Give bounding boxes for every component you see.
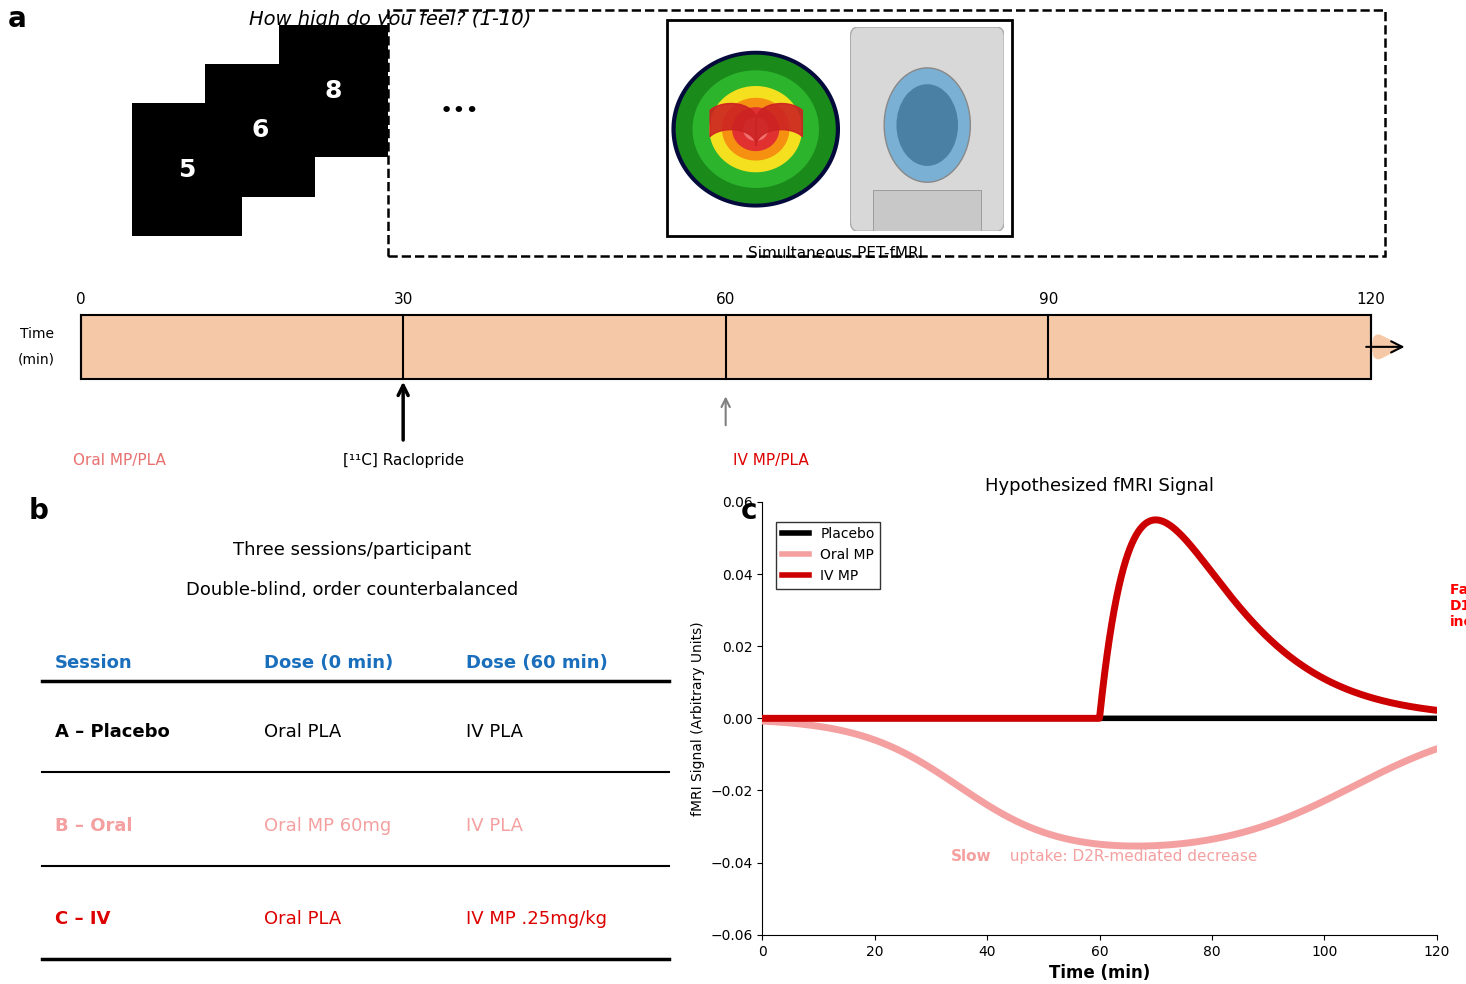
Text: uptake: D2R-mediated decrease: uptake: D2R-mediated decrease xyxy=(1006,849,1258,864)
Text: Double-blind, order counterbalanced: Double-blind, order counterbalanced xyxy=(186,581,517,598)
Text: 0: 0 xyxy=(76,292,85,307)
X-axis label: Time (min): Time (min) xyxy=(1048,964,1151,982)
Legend: Placebo, Oral MP, IV MP: Placebo, Oral MP, IV MP xyxy=(776,522,881,588)
Oral MP xyxy=(1409,750,1426,762)
Text: Simultaneous PET-fMRI: Simultaneous PET-fMRI xyxy=(748,246,924,261)
Placebo xyxy=(1409,712,1426,724)
IV MP xyxy=(1284,653,1302,665)
Oral MP xyxy=(1063,834,1080,846)
Bar xyxy=(81,315,1371,379)
Text: Oral PLA: Oral PLA xyxy=(264,910,342,928)
Text: Oral MP 60mg: Oral MP 60mg xyxy=(264,817,391,834)
Text: Three sessions/participant: Three sessions/participant xyxy=(233,541,471,559)
Text: Time: Time xyxy=(19,327,54,341)
Text: 60: 60 xyxy=(715,292,736,307)
Text: b: b xyxy=(28,497,48,524)
Placebo xyxy=(1082,712,1100,724)
Placebo xyxy=(754,712,771,724)
Text: IV PLA: IV PLA xyxy=(466,817,523,834)
Oral MP xyxy=(1127,840,1145,852)
Title: Hypothesized fMRI Signal: Hypothesized fMRI Signal xyxy=(985,476,1214,495)
Text: Fast uptake:
D1R-mediated
increase: Fast uptake: D1R-mediated increase xyxy=(1450,583,1466,629)
Bar xyxy=(667,20,1012,236)
Line: IV MP: IV MP xyxy=(762,520,1437,718)
Text: (min): (min) xyxy=(18,352,56,367)
Text: 8: 8 xyxy=(325,79,342,103)
IV MP xyxy=(754,712,771,724)
Text: How high do you feel? (1-10): How high do you feel? (1-10) xyxy=(249,10,532,29)
Text: 120: 120 xyxy=(1356,292,1385,307)
Oral MP xyxy=(787,717,805,729)
Text: Dose (60 min): Dose (60 min) xyxy=(466,654,608,672)
Placebo xyxy=(787,712,805,724)
Bar xyxy=(132,103,242,236)
Text: 6: 6 xyxy=(252,118,268,143)
IV MP xyxy=(1409,702,1426,713)
Line: Oral MP: Oral MP xyxy=(762,721,1437,846)
Text: 5: 5 xyxy=(179,157,195,182)
Text: [¹¹C] Raclopride: [¹¹C] Raclopride xyxy=(343,453,463,467)
Text: 30: 30 xyxy=(393,292,413,307)
Text: A – Placebo: A – Placebo xyxy=(56,723,170,741)
Placebo xyxy=(1428,712,1445,724)
Text: IV PLA: IV PLA xyxy=(466,723,523,741)
IV MP xyxy=(787,712,805,724)
IV MP xyxy=(1082,712,1100,724)
Text: c: c xyxy=(740,497,756,524)
Text: •••: ••• xyxy=(440,100,479,121)
Placebo xyxy=(1407,712,1425,724)
Bar xyxy=(388,10,1385,256)
Text: Oral PLA: Oral PLA xyxy=(264,723,342,741)
Text: Slow: Slow xyxy=(951,849,992,864)
Oral MP xyxy=(1428,743,1445,755)
Oral MP xyxy=(1284,809,1302,821)
Text: IV MP .25mg/kg: IV MP .25mg/kg xyxy=(466,910,607,928)
Text: B – Oral: B – Oral xyxy=(56,817,132,834)
Y-axis label: fMRI Signal (Arbitrary Units): fMRI Signal (Arbitrary Units) xyxy=(690,621,705,816)
Text: IV MP/PLA: IV MP/PLA xyxy=(733,453,809,467)
Oral MP xyxy=(1409,751,1426,763)
Oral MP xyxy=(1082,837,1100,849)
Text: C – IV: C – IV xyxy=(56,910,110,928)
Placebo xyxy=(1284,712,1302,724)
Text: a: a xyxy=(7,5,26,32)
IV MP xyxy=(1409,702,1426,713)
Placebo xyxy=(1063,712,1080,724)
IV MP xyxy=(1428,705,1445,716)
IV MP xyxy=(1146,514,1164,525)
IV MP xyxy=(1063,712,1080,724)
Bar xyxy=(205,64,315,197)
Text: Oral MP/PLA: Oral MP/PLA xyxy=(73,453,166,467)
Text: Session: Session xyxy=(56,654,133,672)
Text: 90: 90 xyxy=(1038,292,1058,307)
Oral MP xyxy=(754,715,771,727)
Bar xyxy=(279,25,388,157)
Text: Dose (0 min): Dose (0 min) xyxy=(264,654,393,672)
